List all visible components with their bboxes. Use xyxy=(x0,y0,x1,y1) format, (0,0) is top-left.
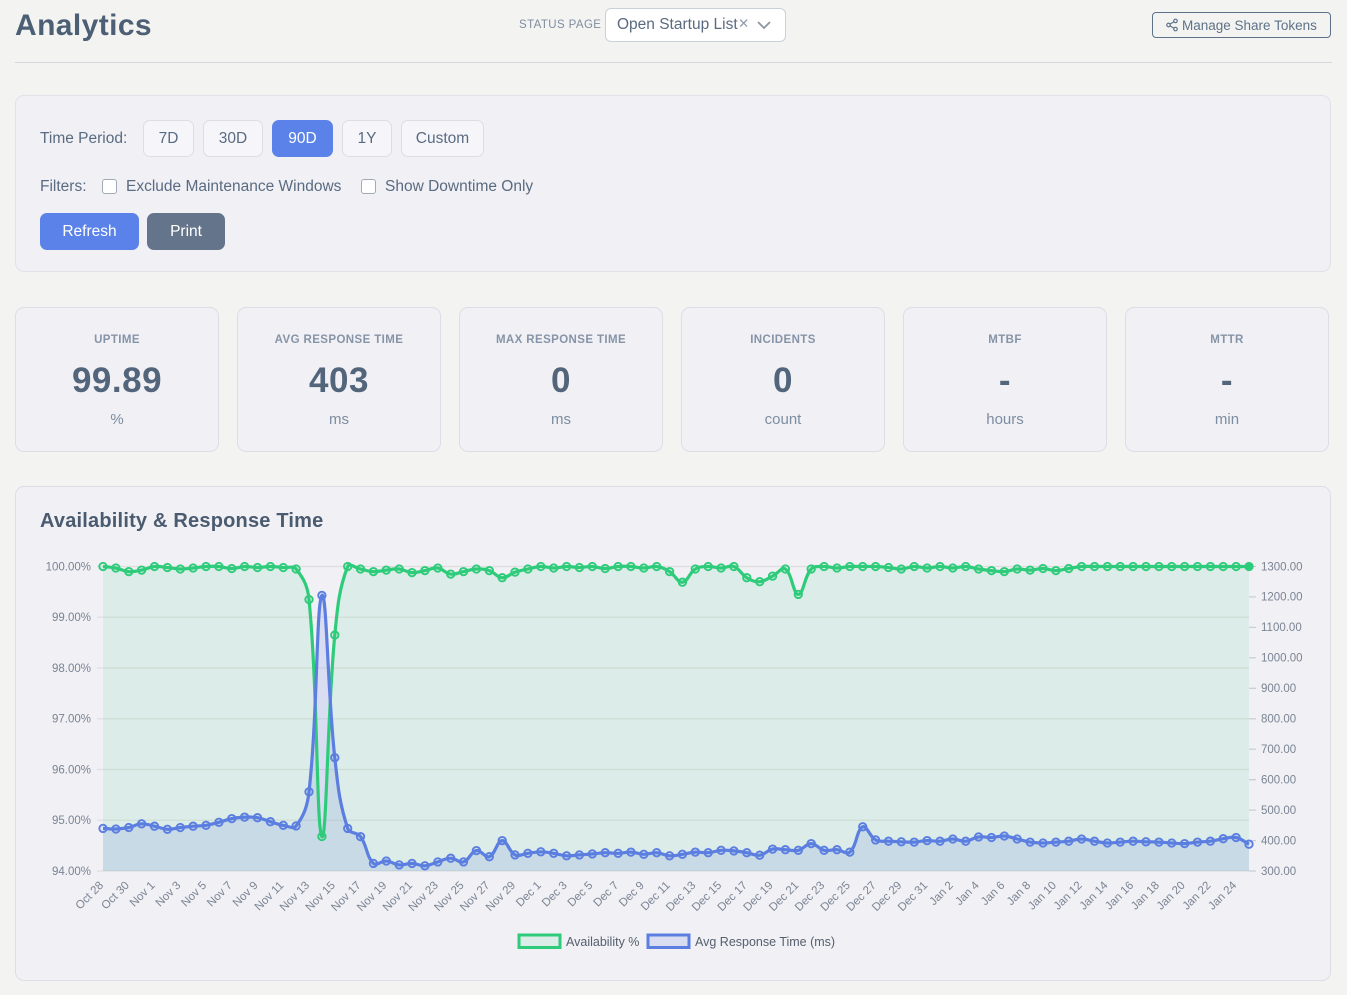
svg-text:Dec 5: Dec 5 xyxy=(566,880,596,910)
svg-text:Jan 2: Jan 2 xyxy=(928,880,956,908)
svg-text:Availability %: Availability % xyxy=(566,935,639,949)
svg-text:Nov 1: Nov 1 xyxy=(128,880,158,910)
svg-text:Jan 4: Jan 4 xyxy=(953,879,982,908)
svg-text:Avg Response Time (ms): Avg Response Time (ms) xyxy=(695,935,835,949)
svg-text:800.00: 800.00 xyxy=(1261,714,1296,726)
svg-text:95.00%: 95.00% xyxy=(52,815,91,827)
svg-text:Jan 6: Jan 6 xyxy=(979,880,1007,908)
svg-text:900.00: 900.00 xyxy=(1261,683,1296,695)
svg-text:Jan 24: Jan 24 xyxy=(1206,879,1239,912)
svg-text:98.00%: 98.00% xyxy=(52,663,91,675)
svg-text:400.00: 400.00 xyxy=(1261,835,1296,847)
svg-text:700.00: 700.00 xyxy=(1261,744,1296,756)
svg-text:1300.00: 1300.00 xyxy=(1261,561,1303,573)
svg-text:500.00: 500.00 xyxy=(1261,805,1296,817)
svg-text:Dec 7: Dec 7 xyxy=(591,880,621,910)
svg-text:Nov 7: Nov 7 xyxy=(205,880,235,910)
svg-text:Oct 30: Oct 30 xyxy=(99,880,131,912)
svg-text:Nov 3: Nov 3 xyxy=(154,880,184,910)
svg-text:1000.00: 1000.00 xyxy=(1261,653,1303,665)
svg-text:Nov 5: Nov 5 xyxy=(179,880,209,910)
svg-text:Dec 31: Dec 31 xyxy=(896,880,930,914)
svg-text:100.00%: 100.00% xyxy=(46,561,91,573)
svg-text:600.00: 600.00 xyxy=(1261,775,1296,787)
svg-text:1100.00: 1100.00 xyxy=(1261,622,1302,634)
svg-text:97.00%: 97.00% xyxy=(52,714,91,726)
svg-text:96.00%: 96.00% xyxy=(52,764,91,776)
svg-text:300.00: 300.00 xyxy=(1261,866,1296,878)
svg-text:Dec 1: Dec 1 xyxy=(514,880,544,910)
svg-text:99.00%: 99.00% xyxy=(52,612,91,624)
svg-text:94.00%: 94.00% xyxy=(52,866,91,878)
svg-text:1200.00: 1200.00 xyxy=(1261,592,1303,604)
svg-text:Dec 3: Dec 3 xyxy=(540,880,570,910)
svg-text:Oct 28: Oct 28 xyxy=(74,880,106,912)
